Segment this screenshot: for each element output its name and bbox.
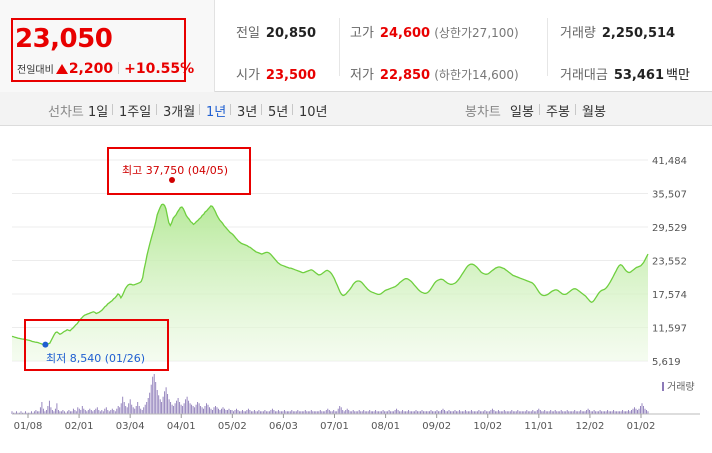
divider [156,104,157,115]
low-annotation-date: (01/26) [104,352,146,365]
open-label: 시가 [236,68,260,83]
divider [230,104,231,115]
trade-value-stat: 거래대금 53,461 백만 [560,64,690,83]
upper-limit-label: 상한가 [438,26,473,40]
tab-monthly-candle[interactable]: 월봉 [582,105,606,120]
volume-legend-swatch [662,382,664,391]
tab-3year[interactable]: 3년 [237,105,258,120]
y-tick-label: 11,597 [652,324,687,335]
low-annotation-box [24,319,169,371]
low-annotation-label: 최저 8,540 (01/26) [46,350,145,366]
up-arrow-icon [55,64,68,74]
divider [292,104,293,115]
y-tick-label: 5,619 [652,357,681,368]
x-tick-label: 12/02 [576,421,605,432]
trade-value: 53,461 [613,68,665,83]
x-tick-label: 06/03 [269,421,298,432]
change-label: 전일대비 [17,65,54,76]
tab-1week[interactable]: 1주일 [119,105,152,120]
y-tick-label: 41,484 [652,156,687,167]
open-value: 23,500 [265,68,317,83]
price-line [11,203,649,346]
low-point-marker [42,341,49,348]
lower-limit-label: 하한가 [438,68,473,82]
high-value: 24,600 [379,26,431,41]
lower-limit-value: 14,600 [472,68,515,82]
change-row: 전일대비 2,200 +10.55% [17,61,194,77]
volume-legend-label: 거래량 [667,382,695,393]
x-tick-label: 05/02 [218,421,247,432]
low-annotation-value: 8,540 [69,352,102,365]
upper-limit-value: 27,100 [472,26,515,40]
upper-limit: (상한가27,100) [434,26,519,40]
tab-weekly-candle[interactable]: 주봉 [546,105,570,120]
tab-10year[interactable]: 10년 [299,105,328,120]
y-tick-label: 35,507 [652,190,687,201]
x-tick-label: 02/01 [65,421,94,432]
x-tick-label: 11/01 [524,421,553,432]
divider [118,62,120,74]
prev-close-stat: 전일 20,850 [236,22,316,41]
divider [112,104,113,115]
trade-value-label: 거래대금 [560,68,608,83]
divider [547,18,548,76]
change-amount: 2,200 [68,61,114,77]
current-price-panel: 23,050 전일대비 2,200 +10.55% [0,0,215,92]
period-selector-bar: 선차트 1일 1주일 3개월 1년 3년 5년 10년 봉차트 일봉 주봉 월봉 [0,92,712,126]
prev-close-label: 전일 [236,26,260,41]
x-tick-label: 04/01 [167,421,196,432]
y-tick-label: 23,552 [652,257,687,268]
tab-daily-candle[interactable]: 일봉 [510,105,534,120]
tab-5year[interactable]: 5년 [268,105,289,120]
line-chart-label: 선차트 [48,105,84,120]
low-annotation-title: 최저 [46,352,67,365]
price-highlight-box [11,18,186,82]
low-label: 저가 [350,68,374,83]
high-annotation-date: (04/05) [187,164,229,177]
x-tick-label: 01/08 [14,421,43,432]
high-label: 고가 [350,26,374,41]
volume-stat: 거래량 2,250,514 [560,22,675,41]
x-tick-label: 08/01 [371,421,400,432]
y-tick-label: 29,529 [652,223,687,234]
open-stat: 시가 23,500 [236,64,316,83]
trade-value-unit: 백만 [666,68,690,83]
price-chart: 41,484 35,507 29,529 23,552 17,574 11,597 5,61… [0,127,712,453]
divider [199,104,200,115]
y-tick-label: 17,574 [652,290,687,301]
tab-1year[interactable]: 1년 [206,105,227,120]
price-area-fill [12,204,648,361]
lower-limit: (하한가14,600) [434,68,519,82]
prev-close-value: 20,850 [265,26,317,41]
volume-legend: 거래량 [662,378,695,393]
divider [261,104,262,115]
x-tick-label: 03/04 [116,421,145,432]
high-point-marker [169,177,175,183]
low-stat: 저가 22,850 (하한가14,600) [350,64,519,83]
current-price: 23,050 [15,24,113,54]
price-chart-svg: 41,484 35,507 29,529 23,552 17,574 11,597 5,61… [11,156,700,432]
tab-3month[interactable]: 3개월 [163,105,196,120]
high-annotation-box [107,147,251,195]
tab-1day[interactable]: 1일 [88,105,109,120]
high-annotation-label: 최고 37,750 (04/05) [122,162,228,178]
high-annotation-value: 37,750 [145,164,185,177]
divider [539,104,540,115]
high-stat: 고가 24,600 (상한가27,100) [350,22,519,41]
candle-chart-label: 봉차트 [465,105,501,120]
divider [575,104,576,115]
quote-header: 23,050 전일대비 2,200 +10.55% 전일 20,850 시가 23,50… [0,0,712,92]
change-rate: +10.55% [124,61,195,77]
x-tick-label: 10/02 [473,421,502,432]
volume-label: 거래량 [560,26,596,41]
volume-value: 2,250,514 [601,26,676,41]
high-annotation-title: 최고 [122,164,143,177]
low-value: 22,850 [379,68,431,83]
divider [339,18,340,76]
x-tick-label: 07/01 [320,421,349,432]
x-tick-label: 09/02 [422,421,451,432]
x-tick-label: 01/02 [627,421,656,432]
